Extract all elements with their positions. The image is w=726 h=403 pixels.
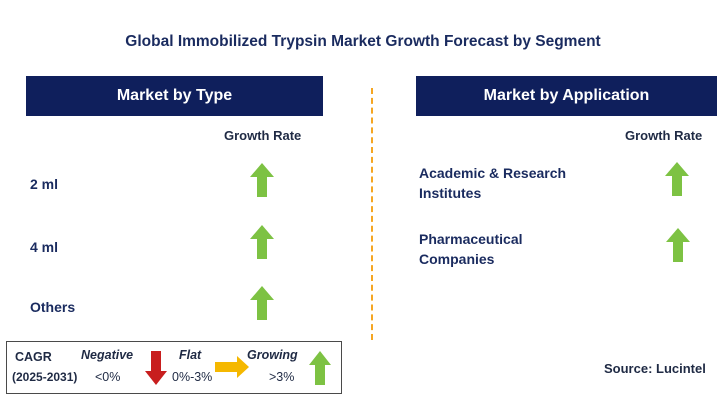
legend-flat-range: 0%-3%: [172, 370, 213, 384]
application-row-label-line: Companies: [419, 251, 495, 267]
application-row-label: Pharmaceutical Companies: [419, 229, 523, 269]
growing-arrow-icon: [665, 162, 689, 196]
application-row-label-line: Academic & Research: [419, 165, 567, 181]
growing-arrow-icon: [666, 228, 690, 262]
type-row-label: 2 ml: [30, 176, 59, 192]
legend-negative-range: <0%: [95, 370, 121, 384]
legend-negative-label: Negative: [81, 348, 134, 362]
panel-divider: [371, 88, 373, 340]
legend-growing-label: Growing: [247, 348, 298, 362]
page-title: Global Immobilized Trypsin Market Growth…: [125, 33, 601, 50]
flat-arrow-icon: [215, 356, 249, 378]
legend-period: (2025-2031): [12, 370, 78, 384]
application-row-label-line: Pharmaceutical: [419, 231, 523, 247]
negative-arrow-icon: [145, 351, 167, 385]
growing-arrow-icon: [250, 286, 274, 320]
market-by-type-header: Market by Type: [26, 76, 323, 116]
type-row-label: Others: [30, 299, 76, 315]
application-row-label: Academic & Research Institutes: [419, 163, 566, 203]
growing-arrow-icon: [250, 225, 274, 259]
growth-rate-label-type: Growth Rate: [224, 128, 302, 143]
legend-flat-label: Flat: [179, 348, 202, 362]
source-label: Source: Lucintel: [604, 361, 706, 376]
type-row-label: 4 ml: [30, 239, 59, 255]
growth-rate-label-application: Growth Rate: [625, 128, 703, 143]
legend-cagr-label: CAGR: [15, 350, 52, 364]
application-row-label-line: Institutes: [419, 185, 482, 201]
legend-growing-range: >3%: [269, 370, 295, 384]
market-by-application-header: Market by Application: [416, 76, 717, 116]
growing-arrow-icon: [250, 163, 274, 197]
growing-arrow-icon: [309, 351, 331, 385]
cagr-legend: CAGR (2025-2031) Negative <0% Flat 0%-3%…: [6, 341, 342, 394]
